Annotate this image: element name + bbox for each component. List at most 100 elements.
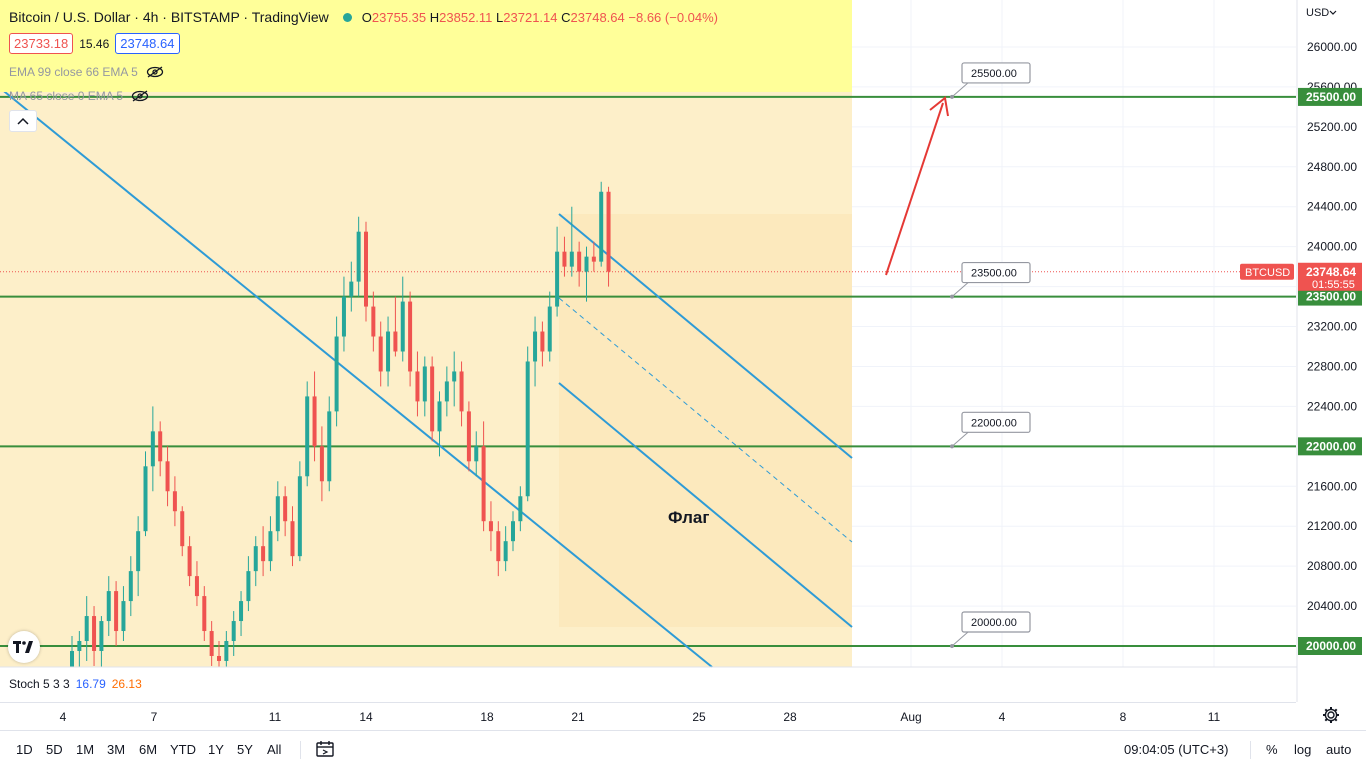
candle-body <box>275 496 280 532</box>
candle-body <box>261 546 266 562</box>
candle-body <box>202 596 207 632</box>
go-to-date-icon[interactable] <box>316 741 334 757</box>
callout-anchor <box>950 94 954 99</box>
price-tick-label: 24000.00 <box>1307 240 1357 254</box>
candle-body <box>114 591 119 632</box>
callout-box <box>961 411 1031 433</box>
candle-body <box>577 251 582 272</box>
candle-body <box>319 446 324 482</box>
time-label: Aug <box>900 710 922 724</box>
candle-body <box>165 461 170 492</box>
candle-body <box>290 521 295 557</box>
tradingview-logo[interactable] <box>8 631 40 663</box>
candle-body <box>569 251 574 267</box>
legend-panel: Bitcoin / U.S. Dollar · 4h · BITSTAMP · … <box>0 0 852 103</box>
candle-body <box>408 301 413 372</box>
callout-box <box>961 261 1031 284</box>
level-price-tag <box>1298 637 1362 655</box>
candle-body <box>84 616 89 642</box>
candle-body <box>283 496 288 522</box>
price-tick-label: 24400.00 <box>1307 200 1357 214</box>
candle-body <box>488 521 493 532</box>
candle-body <box>77 641 82 651</box>
candle-body <box>386 331 391 372</box>
timezone-clock[interactable]: 09:04:05 (UTC+3) <box>1124 742 1229 757</box>
price-tick-label: 22400.00 <box>1307 399 1357 413</box>
symbol-title[interactable]: Bitcoin / U.S. Dollar · 4h · BITSTAMP · … <box>9 9 329 25</box>
market-status-dot <box>342 12 352 22</box>
toolbar-divider <box>1250 741 1251 759</box>
candle-body <box>547 306 552 352</box>
callout-pointer <box>951 431 969 447</box>
flag-channel-median <box>558 297 853 543</box>
chevron-down-icon <box>1329 10 1337 15</box>
candle-body <box>327 411 332 482</box>
last-price-tag <box>1298 262 1362 291</box>
range-all-button[interactable]: All <box>267 742 282 757</box>
log-scale-toggle[interactable]: log <box>1294 742 1312 757</box>
bid-price-button[interactable]: 23733.18 <box>9 33 74 54</box>
ask-price-button[interactable]: 23748.64 <box>115 33 180 54</box>
candle-body <box>253 546 258 572</box>
range-5y-button[interactable]: 5Y <box>237 742 253 757</box>
time-label: 7 <box>150 710 158 724</box>
price-tick-label: 25200.00 <box>1307 120 1357 134</box>
time-axis[interactable]: 4 7 11 14 18 21 25 28 Aug 4 8 11 <box>0 702 1296 728</box>
stoch-legend[interactable]: Stoch 5 3 3 16.79 26.13 <box>9 677 142 691</box>
candle-body <box>136 531 141 572</box>
price-tick-label: 22800.00 <box>1307 359 1357 373</box>
candle-body <box>224 641 229 661</box>
callout-pointer <box>951 282 969 297</box>
indicator-ma[interactable]: MA 65 close 0 EMA 5 <box>9 89 124 103</box>
price-tick-label: 24800.00 <box>1307 160 1357 174</box>
currency-label: USD <box>1306 7 1329 19</box>
candle-body <box>606 191 611 272</box>
candle-body <box>194 576 199 597</box>
candle-body <box>562 251 567 267</box>
candle-body <box>99 621 104 651</box>
hidden-eye-icon[interactable] <box>146 66 164 78</box>
percent-scale-toggle[interactable]: % <box>1266 742 1278 757</box>
symbol-tag-label: BTCUSD <box>1245 267 1290 279</box>
chevron-up-icon <box>17 117 29 125</box>
price-axis-bg <box>1297 0 1366 702</box>
price-tick-label: 21200.00 <box>1307 519 1357 533</box>
candle-body <box>591 256 596 262</box>
candle-body <box>128 571 133 602</box>
level-price-tag <box>1298 437 1362 456</box>
candle-body <box>466 411 471 462</box>
time-label: 4 <box>998 710 1006 724</box>
forecast-arrow-line <box>885 102 944 276</box>
range-1m-button[interactable]: 1M <box>76 742 95 757</box>
range-1d-button[interactable]: 1D <box>16 742 33 757</box>
candle-body <box>121 601 126 632</box>
auto-scale-toggle[interactable]: auto <box>1326 742 1352 757</box>
time-label: 21 <box>571 710 585 724</box>
candle-body <box>187 546 192 577</box>
range-1y-button[interactable]: 1Y <box>208 742 224 757</box>
time-label: 11 <box>1207 710 1221 724</box>
level-price-tag-label: 20000.00 <box>1306 639 1356 653</box>
range-5d-button[interactable]: 5D <box>46 742 63 757</box>
time-label: 11 <box>268 710 282 724</box>
level-price-tag-label: 23500.00 <box>1306 290 1356 304</box>
callout-box <box>961 611 1031 633</box>
support-resistance-levels <box>0 95 1296 647</box>
candle-body <box>555 251 560 307</box>
candle-body <box>437 401 442 432</box>
candle-body <box>422 366 427 402</box>
gear-icon[interactable] <box>1322 706 1340 724</box>
range-3m-button[interactable]: 3M <box>107 742 126 757</box>
candle-body <box>180 511 185 547</box>
callout-anchor <box>950 294 954 299</box>
callout-anchor <box>950 444 954 449</box>
candle-body <box>533 331 538 362</box>
range-6m-button[interactable]: 6M <box>139 742 158 757</box>
indicator-ema[interactable]: EMA 99 close 66 EMA 5 <box>9 65 138 79</box>
candle-body <box>364 231 368 307</box>
candle-body <box>415 371 420 402</box>
hidden-eye-icon[interactable] <box>131 90 149 102</box>
collapse-legend-button[interactable] <box>9 110 37 132</box>
range-ytd-button[interactable]: YTD <box>170 742 196 757</box>
